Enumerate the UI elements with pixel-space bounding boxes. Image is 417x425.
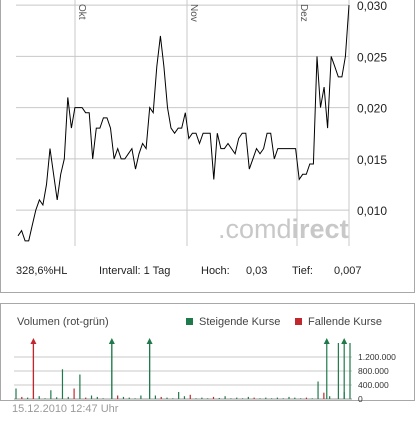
month-label: Nov [188, 4, 199, 22]
interval-label: Intervall: 1 Tag [99, 265, 171, 277]
change-percent: 328,6%HL [16, 265, 68, 277]
legend-swatch-rising [186, 318, 193, 325]
overflow-arrow-icon [30, 338, 37, 344]
low-value: 0,007 [334, 265, 362, 277]
high-value: 0,03 [246, 265, 268, 277]
month-label: Okt [76, 4, 87, 20]
watermark-part1: .comd [218, 214, 292, 244]
volume-arrows [30, 338, 348, 399]
overflow-arrow-icon [323, 338, 330, 344]
volume-y-axis: 1.200.000 800.000 400.000 0 [358, 352, 396, 403]
volume-title: Volumen (rot-grün) [17, 316, 109, 328]
price-tick-label: 0,030 [357, 0, 387, 13]
price-tick-label: 0,010 [357, 204, 387, 218]
volume-tick-label: 1.200.000 [358, 352, 396, 362]
comdirect-watermark: .comdirect [218, 214, 349, 244]
legend-swatch-falling [295, 318, 302, 325]
watermark-part2: irect [292, 214, 349, 244]
price-y-axis: 0,030 0,025 0,020 0,015 0,010 [357, 0, 387, 218]
price-tick-label: 0,025 [357, 50, 387, 64]
volume-grid [14, 356, 352, 400]
volume-chart: Volumen (rot-grün) Steigende Kurse Falle… [14, 316, 396, 403]
legend-falling: Fallende Kurse [308, 316, 382, 328]
legend-rising: Steigende Kurse [199, 316, 280, 328]
price-tick-label: 0,015 [357, 153, 387, 167]
volume-tick-label: 800.000 [358, 366, 389, 376]
stats-row: 328,6%HL Intervall: 1 Tag Hoch: 0,03 Tie… [0, 256, 415, 286]
price-line [17, 5, 350, 242]
overflow-arrow-icon [146, 338, 153, 344]
overflow-arrow-icon [108, 338, 115, 344]
high-label: Hoch: [201, 265, 230, 277]
low-label: Tief: [292, 265, 313, 277]
overflow-arrow-icon [341, 338, 348, 344]
volume-tick-label: 400.000 [358, 380, 389, 390]
price-chart: Okt Nov Dez 0,030 0,025 0,020 0,015 0,010 .com… [16, 0, 387, 246]
volume-tick-label: 0 [358, 394, 363, 403]
timestamp: 15.12.2010 12:47 Uhr [12, 403, 119, 415]
month-label: Dez [298, 4, 309, 22]
price-tick-label: 0,020 [357, 102, 387, 116]
month-labels: Okt Nov Dez [76, 4, 309, 22]
